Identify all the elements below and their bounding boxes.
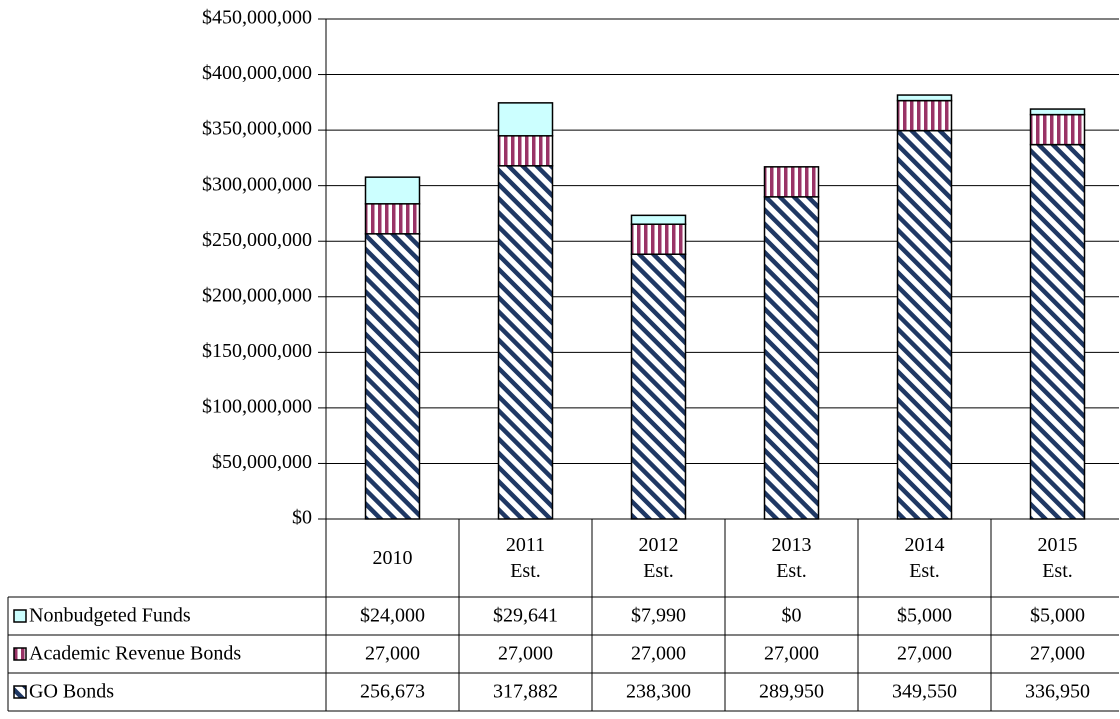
- bar-segment: [630, 223, 687, 255]
- bar-segment: [1029, 143, 1086, 520]
- category-cell: 2015 Est.: [1037, 534, 1078, 582]
- y-tick-label: $150,000,000: [202, 340, 312, 362]
- y-tick-label: $250,000,000: [202, 229, 312, 251]
- bar-segment: [630, 253, 687, 520]
- x-tick-label: 2013 Est.: [771, 534, 812, 582]
- table-value: 336,950: [1025, 681, 1090, 703]
- legend-key: [13, 609, 27, 623]
- table-value: 27,000: [897, 643, 952, 665]
- bar-segment: [630, 214, 687, 225]
- x-tick-label: 2015 Est.: [1037, 534, 1078, 582]
- table-value: $5,000: [1030, 605, 1085, 627]
- table-value: 27,000: [365, 643, 420, 665]
- table-value: 238,300: [626, 681, 691, 703]
- bar-segment: [896, 99, 953, 132]
- table-value: 317,882: [493, 681, 558, 703]
- table-value: 27,000: [498, 643, 553, 665]
- table-value: $0: [782, 605, 802, 627]
- category-cell: 2010: [372, 547, 413, 569]
- category-cell: 2012 Est.: [638, 534, 679, 582]
- bar-segment: [364, 176, 421, 205]
- table-value: $5,000: [897, 605, 952, 627]
- y-tick-label: $200,000,000: [202, 284, 312, 306]
- table-value: 27,000: [764, 643, 819, 665]
- table-value: $24,000: [360, 605, 425, 627]
- category-cell: 2013 Est.: [771, 534, 812, 582]
- category-cell: 2014 Est.: [904, 534, 945, 582]
- table-value: 27,000: [1030, 643, 1085, 665]
- legend-key: [13, 685, 27, 699]
- x-tick-label: 2011 Est.: [505, 534, 546, 582]
- bar-segment: [763, 196, 820, 520]
- y-tick-label: $350,000,000: [202, 118, 312, 140]
- y-tick-label: $0: [292, 507, 312, 529]
- bar-segment: [1029, 113, 1086, 146]
- legend-label: GO Bonds: [29, 681, 114, 703]
- bar-segment: [364, 203, 421, 235]
- bar-segment: [364, 233, 421, 520]
- bar-segment: [896, 94, 953, 102]
- bar-segment: [497, 135, 554, 167]
- category-cell: 2011 Est.: [505, 534, 546, 582]
- y-tick-label: $100,000,000: [202, 395, 312, 417]
- legend-key: [13, 647, 27, 661]
- y-tick-label: $50,000,000: [212, 451, 312, 473]
- table-value: 349,550: [892, 681, 957, 703]
- bar-segment: [497, 102, 554, 137]
- y-tick-label: $450,000,000: [202, 7, 312, 29]
- legend-label: Academic Revenue Bonds: [29, 643, 241, 665]
- y-tick-label: $400,000,000: [202, 62, 312, 84]
- legend-label: Nonbudgeted Funds: [29, 605, 191, 627]
- bar-segment: [1029, 108, 1086, 116]
- bar-segment: [763, 166, 820, 198]
- y-tick-label: $300,000,000: [202, 173, 312, 195]
- table-value: 256,673: [360, 681, 425, 703]
- bar-segment: [896, 129, 953, 520]
- bar-segment: [497, 165, 554, 520]
- table-value: 27,000: [631, 643, 686, 665]
- x-tick-label: 2010: [372, 547, 413, 569]
- table-value: $7,990: [631, 605, 686, 627]
- x-tick-label: 2014 Est.: [904, 534, 945, 582]
- x-tick-label: 2012 Est.: [638, 534, 679, 582]
- table-value: $29,641: [493, 605, 558, 627]
- table-value: 289,950: [759, 681, 824, 703]
